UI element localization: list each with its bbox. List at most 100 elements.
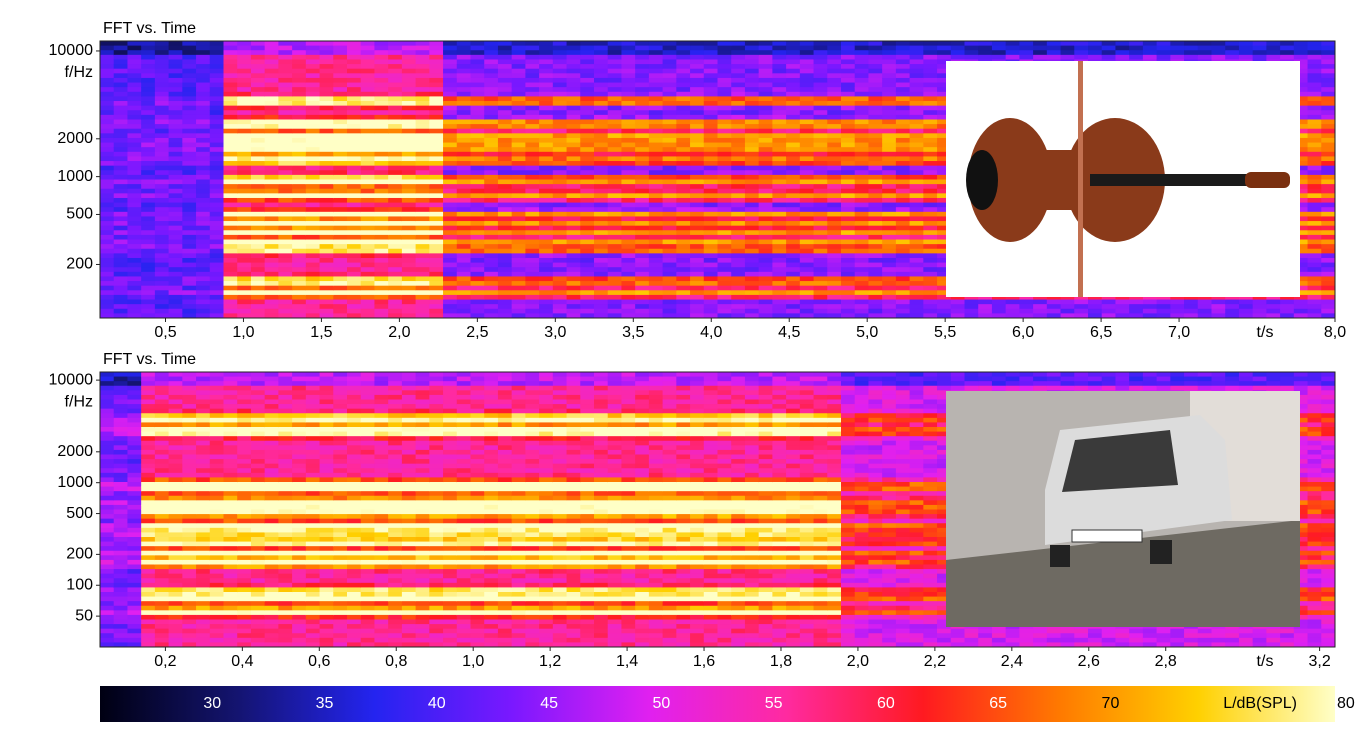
spectrogram-cell (429, 202, 444, 208)
spectrogram-cell (717, 207, 732, 213)
spectrogram-cell (895, 193, 911, 199)
spectrogram-cell (470, 105, 485, 111)
spectrogram-cell (882, 59, 897, 65)
spectrogram-cell (799, 313, 815, 318)
spectrogram-cell (607, 101, 623, 107)
spectrogram-cell (127, 262, 142, 268)
spectrogram-cell (443, 174, 458, 181)
spectrogram-cell (470, 64, 485, 70)
spectrogram-cell (209, 179, 225, 185)
spectrogram-cell (731, 142, 746, 148)
spectrogram-cell (580, 156, 595, 162)
spectrogram-cell (401, 202, 417, 208)
spectrogram-cell (154, 54, 170, 61)
spectrogram-cell (594, 114, 609, 121)
spectrogram-cell (443, 137, 458, 144)
spectrogram-cell (209, 50, 225, 56)
spectrogram-cell (360, 41, 376, 47)
spectrogram-cell (250, 45, 266, 51)
spectrogram-cell (813, 133, 828, 139)
spectrogram-cell (923, 87, 938, 93)
spectrogram-cell (305, 234, 321, 241)
spectrogram-cell (127, 253, 142, 259)
spectrogram-cell (744, 262, 760, 268)
spectrogram-cell (388, 184, 403, 190)
spectrogram-cell (470, 197, 485, 204)
spectrogram-cell (333, 221, 348, 227)
spectrogram-cell (401, 207, 417, 213)
spectrogram-cell (415, 184, 430, 190)
spectrogram-cell (456, 101, 472, 107)
spectrogram-cell (196, 87, 211, 93)
spectrogram-cell (443, 161, 458, 167)
spectrogram-cell (1225, 308, 1240, 314)
spectrogram-cell (333, 184, 348, 190)
spectrogram-cell (182, 124, 197, 130)
spectrogram-cell (923, 41, 938, 47)
spectrogram-cell (100, 147, 115, 153)
spectrogram-cell (772, 101, 787, 107)
spectrogram-cell (1033, 41, 1048, 47)
spectrogram-cell (141, 77, 156, 84)
spectrogram-cell (456, 211, 472, 218)
spectrogram-cell (607, 96, 623, 102)
spectrogram-cell (415, 299, 430, 305)
spectrogram-cell (333, 147, 348, 153)
spectrogram-cell (388, 285, 403, 291)
spectrogram-cell (209, 225, 225, 231)
spectrogram-cell (648, 188, 664, 194)
spectrogram-cell (744, 59, 760, 65)
spectrogram-cell (319, 110, 334, 116)
spectrogram-cell (237, 174, 252, 181)
spectrogram-cell (278, 304, 293, 310)
spectrogram-cell (127, 77, 142, 84)
spectrogram-cell (854, 45, 870, 51)
spectrogram-cell (196, 124, 211, 130)
spectrogram-cell (648, 77, 664, 84)
spectrogram-cell (717, 91, 732, 97)
spectrogram-cell (250, 170, 266, 176)
spectrogram-cell (868, 54, 883, 61)
spectrogram-cell (621, 281, 636, 287)
spectrogram-cell (456, 147, 472, 153)
spectrogram-cell (100, 267, 115, 273)
spectrogram-cell (415, 267, 430, 273)
spectrogram-cell (772, 276, 787, 282)
spectrogram-cell (401, 165, 417, 171)
spectrogram-cell (662, 262, 677, 268)
spectrogram-cell (113, 114, 129, 121)
spectrogram-cell (786, 244, 801, 250)
spectrogram-cell (484, 276, 499, 282)
spectrogram-cell (374, 105, 389, 111)
spectrogram-cell (484, 257, 499, 264)
spectrogram-cell (360, 50, 376, 56)
spectrogram-cell (813, 105, 828, 111)
spectrogram-cell (168, 105, 183, 111)
spectrogram-cell (786, 133, 801, 139)
spectrogram-cell (511, 64, 526, 70)
spectrogram-cell (333, 202, 348, 208)
spectrogram-cell (1156, 45, 1171, 51)
spectrogram-cell (429, 151, 444, 158)
spectrogram-cell (690, 128, 705, 134)
spectrogram-cell (429, 262, 444, 268)
spectrogram-cell (154, 77, 170, 84)
spectrogram-cell (429, 45, 444, 51)
spectrogram-cell (1197, 41, 1213, 47)
spectrogram-cell (319, 225, 334, 231)
spectrogram-cell (196, 271, 211, 278)
spectrogram-cell (539, 188, 554, 194)
spectrogram-cell (799, 276, 815, 282)
spectrogram-cell (443, 193, 458, 199)
spectrogram-cell (374, 216, 389, 222)
spectrogram-cell (141, 82, 156, 88)
spectrogram-cell (360, 225, 376, 231)
spectrogram-cell (690, 276, 705, 282)
spectrogram-cell (552, 151, 568, 158)
spectrogram-cell (662, 174, 677, 181)
spectrogram-cell (525, 133, 540, 139)
spectrogram-cell (909, 202, 924, 208)
spectrogram-cell (127, 156, 142, 162)
spectrogram-cell (443, 188, 458, 194)
spectrogram-cell (799, 285, 815, 291)
